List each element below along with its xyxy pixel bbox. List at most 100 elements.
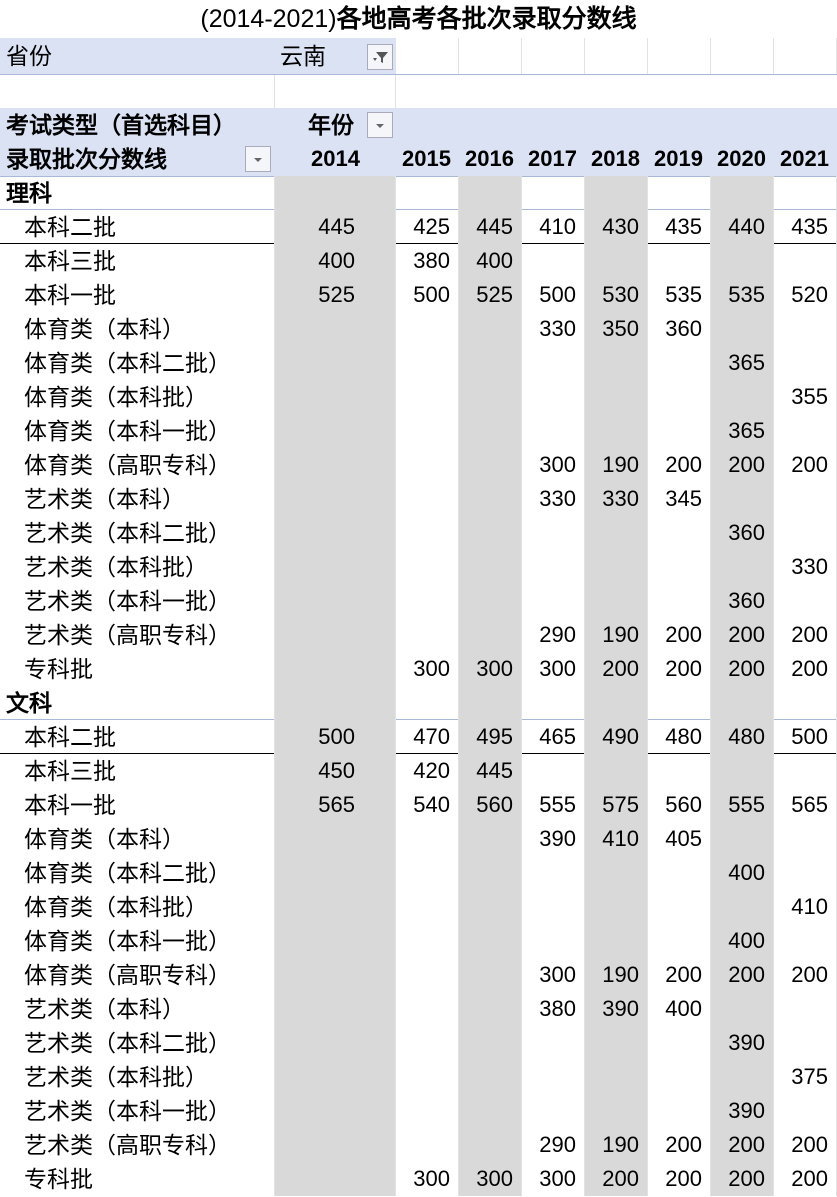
value-cell[interactable] <box>275 992 396 1026</box>
value-cell[interactable]: 555 <box>522 788 585 822</box>
value-cell[interactable] <box>522 380 585 414</box>
value-cell[interactable] <box>522 1060 585 1094</box>
value-cell[interactable] <box>459 1094 522 1128</box>
value-cell[interactable] <box>585 1026 648 1060</box>
value-cell[interactable] <box>774 686 837 720</box>
value-cell[interactable] <box>275 890 396 924</box>
row-label[interactable]: 本科二批 <box>0 720 275 754</box>
value-cell[interactable] <box>648 380 711 414</box>
value-cell[interactable] <box>522 890 585 924</box>
value-cell[interactable]: 355 <box>774 380 837 414</box>
value-cell[interactable]: 390 <box>711 1026 774 1060</box>
value-cell[interactable] <box>522 244 585 278</box>
value-cell[interactable] <box>648 890 711 924</box>
value-cell[interactable]: 200 <box>774 1162 837 1196</box>
value-cell[interactable] <box>459 414 522 448</box>
row-label[interactable]: 艺术类（本科） <box>0 992 275 1026</box>
value-cell[interactable] <box>585 1060 648 1094</box>
column-field-dropdown[interactable] <box>367 112 393 138</box>
value-cell[interactable] <box>585 346 648 380</box>
value-cell[interactable] <box>396 856 459 890</box>
row-label[interactable]: 专科批 <box>0 1162 275 1196</box>
value-cell[interactable]: 300 <box>522 958 585 992</box>
value-cell[interactable] <box>396 550 459 584</box>
value-cell[interactable]: 410 <box>585 822 648 856</box>
value-cell[interactable] <box>648 346 711 380</box>
value-cell[interactable]: 365 <box>711 414 774 448</box>
value-cell[interactable] <box>459 312 522 346</box>
value-cell[interactable] <box>275 618 396 652</box>
value-cell[interactable] <box>396 482 459 516</box>
value-cell[interactable]: 200 <box>648 652 711 686</box>
row-label[interactable]: 体育类（本科一批） <box>0 414 275 448</box>
value-cell[interactable]: 375 <box>774 1060 837 1094</box>
value-cell[interactable] <box>522 924 585 958</box>
value-cell[interactable] <box>275 924 396 958</box>
value-cell[interactable]: 200 <box>774 448 837 482</box>
row-label[interactable]: 本科三批 <box>0 754 275 788</box>
value-cell[interactable]: 200 <box>711 1162 774 1196</box>
row-label[interactable]: 艺术类（本科一批） <box>0 1094 275 1128</box>
value-cell[interactable] <box>396 584 459 618</box>
value-cell[interactable] <box>459 822 522 856</box>
value-cell[interactable] <box>396 686 459 720</box>
value-cell[interactable] <box>774 856 837 890</box>
value-cell[interactable] <box>774 754 837 788</box>
value-cell[interactable] <box>275 584 396 618</box>
value-cell[interactable] <box>396 958 459 992</box>
value-cell[interactable]: 500 <box>774 720 837 754</box>
value-cell[interactable]: 200 <box>648 618 711 652</box>
filter-dropdown-button[interactable] <box>367 44 393 70</box>
value-cell[interactable]: 330 <box>522 482 585 516</box>
value-cell[interactable] <box>774 176 837 210</box>
value-cell[interactable] <box>275 346 396 380</box>
value-cell[interactable] <box>648 516 711 550</box>
value-cell[interactable]: 190 <box>585 618 648 652</box>
value-cell[interactable] <box>396 890 459 924</box>
value-cell[interactable] <box>396 346 459 380</box>
value-cell[interactable] <box>711 822 774 856</box>
value-cell[interactable] <box>522 516 585 550</box>
value-cell[interactable] <box>396 1026 459 1060</box>
value-cell[interactable] <box>585 890 648 924</box>
row-label[interactable]: 艺术类（本科一批） <box>0 584 275 618</box>
value-cell[interactable] <box>275 856 396 890</box>
row-label[interactable]: 艺术类（本科批） <box>0 550 275 584</box>
value-cell[interactable] <box>774 244 837 278</box>
value-cell[interactable] <box>711 1060 774 1094</box>
value-cell[interactable]: 200 <box>774 618 837 652</box>
row-label[interactable]: 体育类（高职专科） <box>0 958 275 992</box>
value-cell[interactable] <box>774 822 837 856</box>
value-cell[interactable]: 440 <box>711 210 774 244</box>
value-cell[interactable]: 565 <box>275 788 396 822</box>
value-cell[interactable] <box>711 380 774 414</box>
value-cell[interactable]: 445 <box>459 754 522 788</box>
value-cell[interactable] <box>648 176 711 210</box>
value-cell[interactable] <box>396 176 459 210</box>
row-label[interactable]: 艺术类（本科批） <box>0 1060 275 1094</box>
value-cell[interactable] <box>275 312 396 346</box>
value-cell[interactable]: 300 <box>396 652 459 686</box>
value-cell[interactable]: 330 <box>522 312 585 346</box>
value-cell[interactable]: 535 <box>648 278 711 312</box>
value-cell[interactable] <box>396 1128 459 1162</box>
value-cell[interactable] <box>585 584 648 618</box>
row-label[interactable]: 本科一批 <box>0 278 275 312</box>
value-cell[interactable] <box>459 380 522 414</box>
value-cell[interactable]: 300 <box>459 652 522 686</box>
row-label[interactable]: 艺术类（高职专科） <box>0 618 275 652</box>
value-cell[interactable]: 380 <box>396 244 459 278</box>
value-cell[interactable]: 400 <box>711 924 774 958</box>
value-cell[interactable]: 200 <box>648 1162 711 1196</box>
value-cell[interactable]: 200 <box>774 1128 837 1162</box>
value-cell[interactable] <box>648 414 711 448</box>
value-cell[interactable]: 525 <box>275 278 396 312</box>
value-cell[interactable]: 190 <box>585 1128 648 1162</box>
value-cell[interactable]: 465 <box>522 720 585 754</box>
value-cell[interactable] <box>275 550 396 584</box>
value-cell[interactable] <box>275 482 396 516</box>
value-cell[interactable] <box>585 414 648 448</box>
value-cell[interactable] <box>585 856 648 890</box>
value-cell[interactable]: 365 <box>711 346 774 380</box>
value-cell[interactable] <box>585 176 648 210</box>
